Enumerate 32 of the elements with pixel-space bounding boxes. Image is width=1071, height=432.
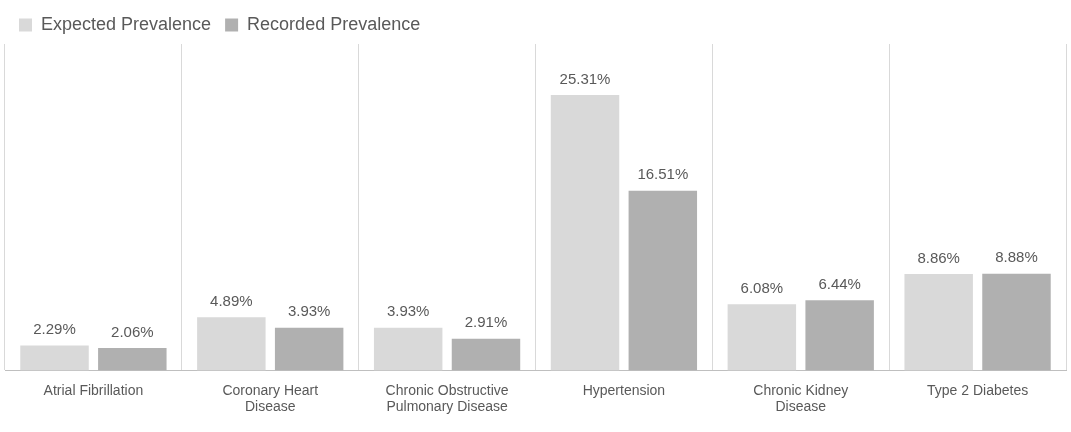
data-label: 4.89% (210, 291, 253, 309)
bar (98, 347, 167, 371)
legend-label: Expected Prevalence (41, 13, 212, 34)
x-tick-label: Chronic Kidney Disease (753, 381, 849, 415)
data-label: 8.88% (995, 248, 1038, 266)
bar (274, 327, 344, 371)
x-tick-label: Coronary Heart Disease (222, 381, 319, 415)
data-label: 8.86% (917, 248, 960, 266)
x-tick-label: Type 2 Diabetes (927, 381, 1029, 398)
bar (20, 345, 89, 371)
x-tick-label: Atrial Fibrillation (43, 381, 144, 398)
data-label: 16.51% (637, 165, 689, 183)
bar (373, 327, 443, 371)
data-label: 6.08% (740, 278, 784, 296)
bar (982, 273, 1051, 371)
data-label: 2.06% (111, 322, 154, 340)
bar (805, 300, 874, 371)
legend-label: Recorded Prevalence (247, 13, 421, 34)
x-tick-label: Chronic Obstructive Pulmonary Disease (385, 381, 509, 415)
x-tick-label: Hypertension (582, 381, 666, 398)
bar (727, 304, 797, 371)
bar (904, 274, 973, 371)
data-label: 3.93% (287, 302, 331, 320)
data-label: 2.29% (33, 320, 76, 338)
bar (550, 95, 620, 371)
bar (451, 338, 521, 371)
data-label: 2.91% (464, 313, 508, 331)
data-label: 3.93% (386, 302, 430, 320)
bar (628, 190, 698, 371)
bar (197, 317, 266, 371)
data-label: 6.44% (818, 274, 861, 292)
data-label: 25.31% (559, 69, 611, 87)
